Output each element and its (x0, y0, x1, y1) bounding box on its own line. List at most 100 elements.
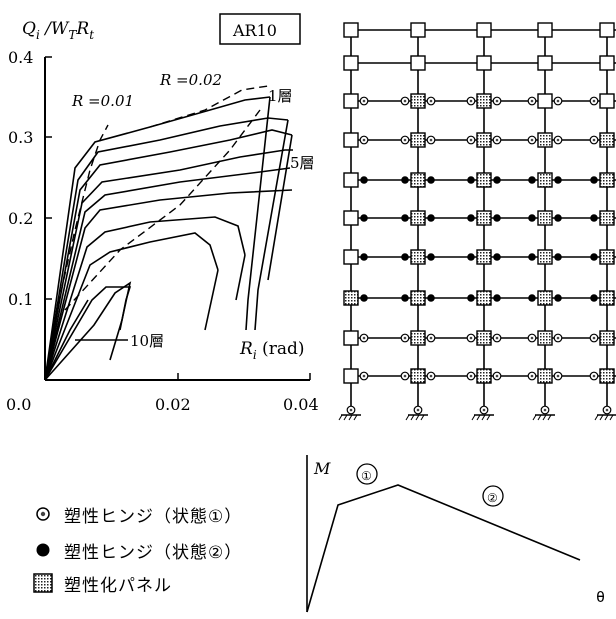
plastic-hinge-state1-dot (403, 138, 407, 142)
plastic-hinge-state2 (401, 214, 409, 222)
state1-circle (356, 463, 378, 485)
plastic-hinge-state2 (493, 176, 501, 184)
dashed-r001 (57, 124, 109, 306)
joint-panel (476, 22, 492, 38)
frame-diagram (338, 22, 616, 421)
joint-panel (537, 22, 553, 38)
plastic-panel (537, 249, 553, 265)
plastic-hinge-state2 (427, 176, 435, 184)
plastic-hinge-state1-dot (556, 99, 560, 103)
curves (44, 96, 293, 381)
plastic-hinge-state2 (427, 214, 435, 222)
plastic-panel (599, 172, 615, 188)
plastic-hinge-state2 (528, 294, 536, 302)
annot-floor5: 5層 (290, 154, 315, 172)
plastic-hinge-state1-dot (495, 374, 499, 378)
support-hinge-dot (349, 408, 353, 412)
unload-5 (204, 269, 219, 331)
moment-diagram (306, 455, 581, 613)
plastic-hinge-state2 (554, 294, 562, 302)
support-hatch (343, 414, 348, 421)
plastic-hinge-state2 (554, 253, 562, 261)
plastic-hinge-state2 (467, 176, 475, 184)
state1-label: ① (361, 469, 372, 483)
plastic-hinge-state2 (554, 176, 562, 184)
plastic-panel (410, 249, 426, 265)
plastic-panel (476, 172, 492, 188)
plastic-panel (476, 249, 492, 265)
x-axis-title: Ri (rad) (239, 339, 304, 362)
plastic-hinge-state2 (467, 253, 475, 261)
plastic-hinge-state1-dot (530, 336, 534, 340)
plastic-hinge-state1-dot (592, 374, 596, 378)
plastic-hinge-state2 (401, 253, 409, 261)
plastic-panel (537, 330, 553, 346)
joint-panel (343, 93, 359, 109)
plastic-panel (537, 368, 553, 384)
y-tick-label: 0.4 (8, 48, 33, 67)
legend-hinge2: 塑性ヒンジ（状態②） (32, 538, 242, 563)
joint-panel (410, 55, 426, 71)
plastic-hinge-state1-dot (429, 99, 433, 103)
plastic-hinge-state2 (554, 214, 562, 222)
plastic-hinge-state2 (590, 214, 598, 222)
support-hatch (547, 414, 552, 421)
moment-curve (306, 484, 581, 613)
plastic-hinge-state1-dot (592, 99, 596, 103)
plastic-panel (410, 172, 426, 188)
plastic-hinge-state2 (528, 214, 536, 222)
unload-2 (254, 119, 289, 331)
plastic-panel (476, 93, 492, 109)
plastic-panel (476, 290, 492, 306)
joint-panel (599, 93, 615, 109)
plastic-hinge-state1-dot (469, 374, 473, 378)
plastic-hinge-state2 (427, 294, 435, 302)
plastic-hinge-state2 (467, 214, 475, 222)
support-hatch (353, 414, 358, 421)
unload-1 (245, 96, 271, 331)
plastic-hinge-state1-dot (556, 138, 560, 142)
joint-panel (537, 55, 553, 71)
plastic-hinge-state1-dot (556, 336, 560, 340)
support-hatch (476, 414, 481, 421)
plastic-hinge-state1-dot (530, 374, 534, 378)
plastic-hinge-state2 (360, 214, 368, 222)
annot-r002: R =0.02 (159, 71, 222, 89)
support-hatch (594, 414, 599, 421)
joint-panel (343, 368, 359, 384)
plastic-hinge-state1-dot (556, 374, 560, 378)
plastic-panel (476, 210, 492, 226)
plastic-panel (537, 132, 553, 148)
plastic-panel (476, 132, 492, 148)
support-hatch (410, 414, 415, 421)
plastic-hinge-state2 (528, 176, 536, 184)
annot-floor10: 10層 (130, 332, 164, 350)
plastic-panel (599, 210, 615, 226)
plastic-hinge-state1-dot (530, 138, 534, 142)
plastic-panel (599, 330, 615, 346)
plastic-hinge-state2 (401, 294, 409, 302)
plastic-hinge-state1-dot (362, 99, 366, 103)
state2-circle (482, 485, 504, 507)
plastic-panel (537, 172, 553, 188)
dashed-r002 (64, 109, 261, 311)
joint-panel (599, 22, 615, 38)
plastic-hinge-state1-dot (429, 336, 433, 340)
support-hatch (348, 414, 353, 421)
support-hatch (481, 414, 486, 421)
x-tick-label: 0.04 (283, 395, 319, 414)
plastic-panel (599, 132, 615, 148)
curve-floor-6 (44, 189, 293, 381)
plastic-hinge-state1-dot (362, 374, 366, 378)
support-hatch (599, 414, 604, 421)
curve-floor-5 (44, 167, 291, 381)
joint-panel (343, 55, 359, 71)
joint-panel (343, 22, 359, 38)
support-hatch (338, 414, 343, 421)
support-hatch (405, 414, 410, 421)
curve-floor-10 (44, 281, 132, 381)
x-tick-label: 0.02 (155, 395, 191, 414)
plastic-hinge-state1-dot (592, 336, 596, 340)
plastic-hinge-state1-dot (592, 138, 596, 142)
plastic-hinge-state1-dot (403, 99, 407, 103)
